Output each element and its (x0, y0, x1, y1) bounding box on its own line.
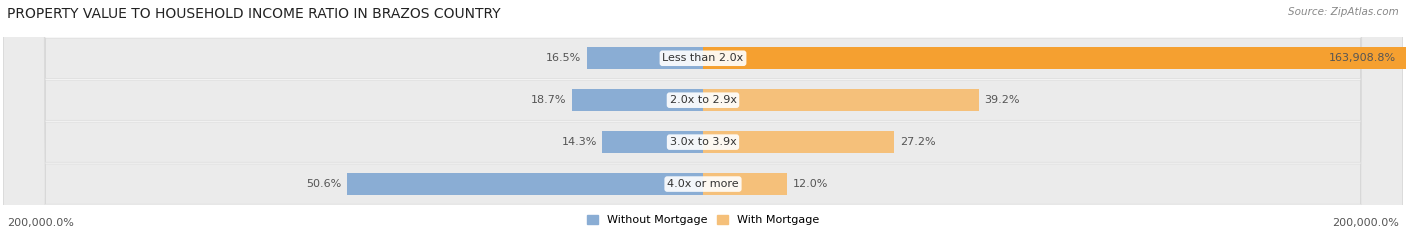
Bar (703, 47, 1406, 69)
Text: 12.0%: 12.0% (793, 179, 828, 189)
Bar (571, 89, 703, 111)
Bar (347, 173, 703, 195)
Text: 2.0x to 2.9x: 2.0x to 2.9x (669, 95, 737, 105)
Text: 50.6%: 50.6% (307, 179, 342, 189)
Text: 163,908.8%: 163,908.8% (1329, 53, 1395, 63)
Text: 200,000.0%: 200,000.0% (1331, 218, 1399, 228)
Text: 3.0x to 3.9x: 3.0x to 3.9x (669, 137, 737, 147)
Bar (588, 47, 703, 69)
Bar (703, 173, 787, 195)
Bar (703, 89, 979, 111)
FancyBboxPatch shape (3, 0, 1403, 233)
Legend: Without Mortgage, With Mortgage: Without Mortgage, With Mortgage (588, 215, 818, 225)
Text: 39.2%: 39.2% (984, 95, 1019, 105)
Text: PROPERTY VALUE TO HOUSEHOLD INCOME RATIO IN BRAZOS COUNTRY: PROPERTY VALUE TO HOUSEHOLD INCOME RATIO… (7, 7, 501, 21)
Text: 4.0x or more: 4.0x or more (668, 179, 738, 189)
Text: 200,000.0%: 200,000.0% (7, 218, 75, 228)
Text: Less than 2.0x: Less than 2.0x (662, 53, 744, 63)
FancyBboxPatch shape (3, 0, 1403, 233)
Text: 16.5%: 16.5% (546, 53, 582, 63)
Text: Source: ZipAtlas.com: Source: ZipAtlas.com (1288, 7, 1399, 17)
Text: 14.3%: 14.3% (561, 137, 596, 147)
Bar (603, 131, 703, 153)
FancyBboxPatch shape (3, 0, 1403, 233)
FancyBboxPatch shape (3, 0, 1403, 233)
Text: 18.7%: 18.7% (530, 95, 565, 105)
Text: 27.2%: 27.2% (900, 137, 935, 147)
Bar (703, 131, 894, 153)
